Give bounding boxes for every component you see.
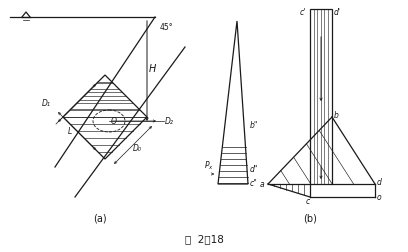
Text: D₁: D₁ — [42, 99, 51, 108]
Text: c': c' — [300, 8, 306, 17]
Text: b: b — [334, 111, 339, 119]
Text: $P_x$: $P_x$ — [204, 159, 214, 172]
Text: 图  2－18: 图 2－18 — [184, 233, 224, 243]
Text: H: H — [149, 64, 156, 74]
Text: D₀: D₀ — [133, 143, 142, 152]
Text: (a): (a) — [93, 213, 107, 223]
Text: d: d — [377, 177, 382, 186]
Text: d': d' — [334, 8, 341, 17]
Text: o: o — [377, 192, 381, 201]
Text: D₂: D₂ — [165, 117, 174, 126]
Text: 45°: 45° — [160, 23, 174, 32]
Text: b": b" — [250, 120, 258, 130]
Text: (b): (b) — [303, 213, 317, 223]
Text: a: a — [260, 179, 265, 188]
Text: L: L — [68, 127, 72, 136]
Text: d": d" — [250, 164, 258, 173]
Text: c": c" — [250, 178, 258, 187]
Text: O: O — [111, 116, 117, 125]
Text: c: c — [306, 196, 310, 205]
